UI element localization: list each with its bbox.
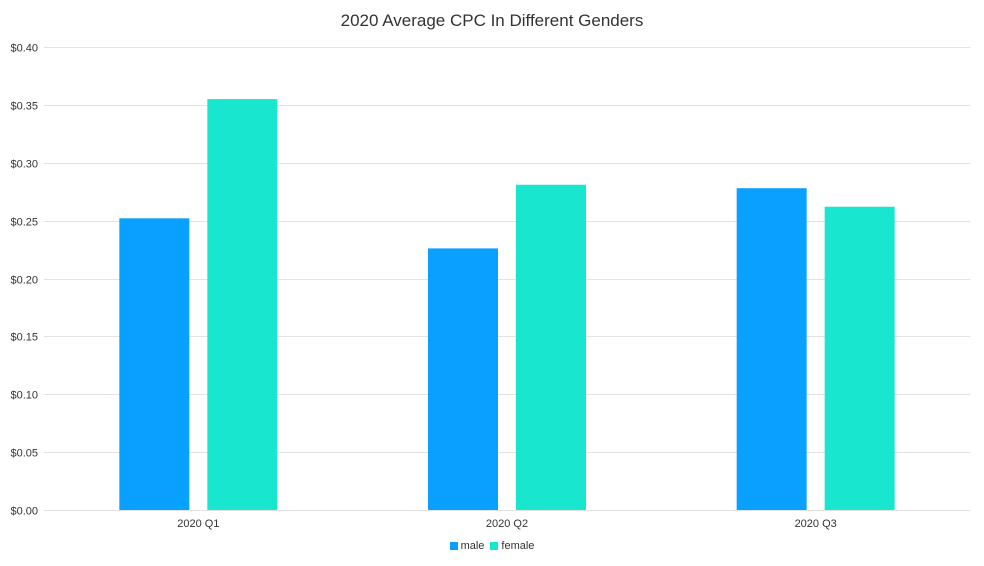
legend-label: male [460, 540, 485, 552]
legend-label: female [501, 540, 535, 552]
bar-male-2020-q1 [119, 218, 190, 510]
legend-swatch [449, 542, 458, 550]
legend-item-male[interactable]: male [449, 540, 485, 552]
x-tick-label: 2020 Q2 [486, 518, 528, 530]
y-tick-label: $0.05 [10, 448, 38, 460]
bar-female-2020-q1 [207, 99, 278, 511]
y-tick-label: $0.35 [10, 101, 38, 113]
y-tick-label: $0.20 [10, 275, 38, 287]
y-tick-label: $0.00 [10, 506, 38, 518]
chart-title: 2020 Average CPC In Different Genders [340, 11, 644, 30]
bar-male-2020-q2 [428, 248, 498, 510]
bar-female-2020-q2 [516, 184, 586, 510]
y-tick-label: $0.15 [10, 332, 38, 344]
x-axis-ticks: 2020 Q1 2020 Q2 2020 Q3 [177, 518, 837, 530]
legend-swatch [490, 542, 499, 550]
bar-male-2020-q3 [736, 188, 807, 510]
y-tick-label: $0.40 [10, 43, 38, 55]
x-tick-label: 2020 Q1 [177, 518, 219, 530]
bar-female-2020-q3 [824, 206, 895, 511]
x-tick-label: 2020 Q3 [795, 518, 837, 530]
legend-item-female[interactable]: female [490, 540, 534, 552]
y-tick-label: $0.10 [10, 390, 38, 402]
y-tick-label: $0.30 [10, 159, 38, 171]
bars [119, 99, 895, 511]
grid-layer [44, 47, 970, 511]
y-tick-label: $0.25 [10, 217, 38, 229]
y-axis-ticks: $0.00 $0.05 $0.10 $0.15 $0.20 $0.25 $0.30 $0.35… [10, 43, 38, 518]
legend: male female [0, 540, 984, 552]
